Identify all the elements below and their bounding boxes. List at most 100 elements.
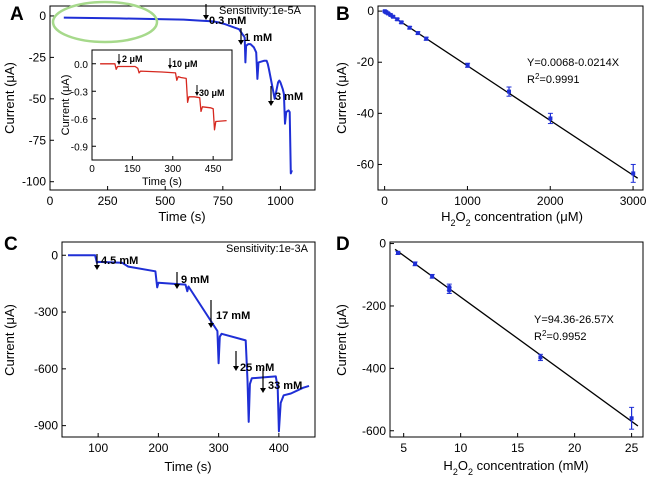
panel-d-ylabel: Current (μA)	[334, 304, 349, 376]
panel-b-ytick-label-3: -60	[357, 157, 375, 171]
panel-b-point-14	[631, 171, 636, 176]
panel-c-ytick-label-3: -900	[34, 419, 58, 433]
panel-c-ytick-label-1: -300	[34, 305, 58, 319]
inset-ann-10um-label: 10 μM	[172, 59, 198, 69]
panel-b-point-3	[386, 11, 391, 16]
inset-xtick-label-1: 150	[124, 164, 141, 175]
panel-b-point-13	[548, 116, 553, 121]
panel-a-plot: 0 250 500 750 1000 0 -25 -50 -75 -100	[22, 9, 294, 208]
panel-a-letter: A	[10, 4, 24, 25]
panel-d-point-4	[447, 288, 452, 293]
panel-b-point-9	[415, 31, 420, 36]
panel-b: B 0 1000 2000 3000 0 -20 -40 -60 Y=0.0068-0.021…	[334, 4, 647, 228]
panel-c-annotation-33mm: 33 mM	[260, 368, 302, 393]
panel-d-point-6	[629, 416, 634, 421]
panel-b-ytick-label-0: 0	[367, 4, 374, 18]
panel-a-ann-3mm-label: 3 mM	[275, 91, 303, 103]
panel-b-r2: R2=0.9991	[527, 72, 579, 87]
panel-a-ylabel: Current (μA)	[2, 62, 17, 134]
panel-d-point-2	[430, 274, 435, 279]
panel-c-frame	[61, 241, 316, 438]
panel-b-ytick-label-2: -40	[357, 106, 375, 120]
panel-b-plot: 0 1000 2000 3000 0 -20 -40 -60	[357, 4, 647, 208]
panel-c-ylabel: Current (μA)	[2, 304, 17, 376]
panel-b-ytick-label-1: -20	[357, 55, 375, 69]
panel-a-frame	[49, 5, 316, 191]
panel-c-annotation-17mm: 17 mM	[208, 300, 250, 328]
panel-d-xtick-label-1: 10	[454, 441, 468, 455]
panel-c-ann-25mm-label: 25 mM	[240, 362, 274, 374]
panel-c-ytick-label-0: 0	[51, 248, 58, 262]
panel-c: C 100 200 300 400 0 -300 -600 -900 Sensitivity:…	[2, 234, 316, 474]
panel-a-inset: 0 150 300 450 0.0 -0.3 -0.6 -0.9 Time (s) Curre…	[60, 49, 233, 188]
panel-c-annotation-25mm: 25 mM	[233, 351, 274, 374]
panel-b-xlabel: H2O2 concentration (μM)	[441, 209, 583, 228]
inset-xtick-label-0: 0	[89, 164, 95, 175]
panel-b-fit-line	[382, 9, 639, 179]
panel-d-plot: 5 10 15 20 25 0 -200 -400 -600	[362, 237, 639, 455]
panel-c-ann-33mm-label: 33 mM	[268, 380, 302, 392]
panel-c-ann-17mm-label: 17 mM	[216, 310, 250, 322]
panel-b-point-5	[391, 14, 396, 19]
panel-c-plot: 100 200 300 400 0 -300 -600 -900	[34, 248, 310, 455]
panel-a-annotation-3mm: 3 mM	[268, 86, 303, 106]
panel-d-ytick-label-0: 0	[379, 237, 386, 251]
panel-a-xtick-label-4: 1000	[267, 194, 294, 208]
panel-a-ytick-label-4: -100	[22, 175, 46, 189]
panel-b-frame	[377, 5, 644, 191]
panel-c-ann-4-5mm-label: 4.5 mM	[101, 255, 138, 267]
inset-ytick-label-2: -0.6	[71, 115, 89, 126]
panel-a-annotation-0-3mm: 0.3 mM	[203, 4, 246, 27]
inset-xtick-label-3: 450	[205, 164, 222, 175]
panel-c-xtick-label-2: 300	[209, 441, 229, 455]
inset-series-line	[100, 63, 227, 131]
panel-a-xlabel: Time (s)	[158, 209, 205, 224]
panel-b-letter: B	[336, 4, 350, 25]
panel-a-xtick-label-0: 0	[47, 194, 54, 208]
inset-ytick-label-1: -0.3	[71, 87, 89, 98]
panel-a-xtick-label-1: 250	[98, 194, 118, 208]
panel-b-point-11	[465, 63, 470, 68]
panel-b-xtick-label-3: 3000	[620, 194, 647, 208]
panel-c-xtick-label-1: 200	[148, 441, 168, 455]
panel-d-ytick-label-2: -400	[362, 361, 386, 375]
inset-xlabel: Time (s)	[142, 176, 182, 188]
inset-xtick-label-2: 300	[164, 164, 181, 175]
panel-d-xlabel: H2O2 concentration (mM)	[443, 458, 588, 477]
panel-d-ytick-label-3: -600	[362, 424, 386, 438]
panel-c-series-line	[68, 254, 310, 433]
panel-d-letter: D	[336, 234, 350, 255]
inset-ylabel: Current (μA)	[60, 75, 72, 136]
panel-c-ytick-label-2: -600	[34, 362, 58, 376]
panel-a-series-line	[63, 16, 293, 175]
panel-a-ytick-label-3: -75	[29, 133, 47, 147]
inset-ann-30um-label: 30 μM	[199, 88, 225, 98]
panel-a-ann-1mm-label: 1 mM	[244, 32, 272, 44]
panel-d-point-0	[395, 250, 400, 255]
inset-annotation-10um: 10 μM	[168, 58, 198, 69]
panel-b-point-6	[395, 17, 400, 22]
panel-c-ann-9mm-label: 9 mM	[181, 274, 209, 286]
panel-d-ytick-label-1: -200	[362, 299, 386, 313]
panel-c-xtick-label-0: 100	[88, 441, 108, 455]
panel-b-xtick-label-0: 0	[381, 194, 388, 208]
panel-b-xtick-label-2: 2000	[537, 194, 564, 208]
inset-ann-2um-label: 2 μM	[122, 54, 143, 64]
panel-b-ylabel: Current (μA)	[334, 62, 349, 134]
panel-d-xtick-label-3: 20	[568, 441, 582, 455]
panel-a: A 0 250 500 750 1000 0 -25 -50 -75 -100 Sensitivi…	[2, 0, 316, 224]
inset-plot: 0 150 300 450 0.0 -0.3 -0.6 -0.9	[71, 60, 227, 175]
panel-c-sensitivity: Sensitivity:1e-3A	[226, 243, 309, 255]
panel-b-point-4	[388, 12, 393, 17]
panel-b-point-8	[407, 25, 412, 30]
panel-d-equation: Y=94.36-26.57X	[534, 314, 614, 326]
inset-annotation-2um: 2 μM	[117, 54, 143, 65]
panel-d-xtick-label-4: 25	[625, 441, 639, 455]
panel-c-xlabel: Time (s)	[164, 459, 211, 474]
panel-b-xtick-label-1: 1000	[454, 194, 481, 208]
panel-b-equation: Y=0.0068-0.0214X	[527, 57, 620, 69]
inset-annotation-30um: 30 μM	[195, 85, 225, 98]
panel-c-annotation-9mm: 9 mM	[174, 272, 209, 289]
panel-d-frame	[389, 241, 644, 438]
